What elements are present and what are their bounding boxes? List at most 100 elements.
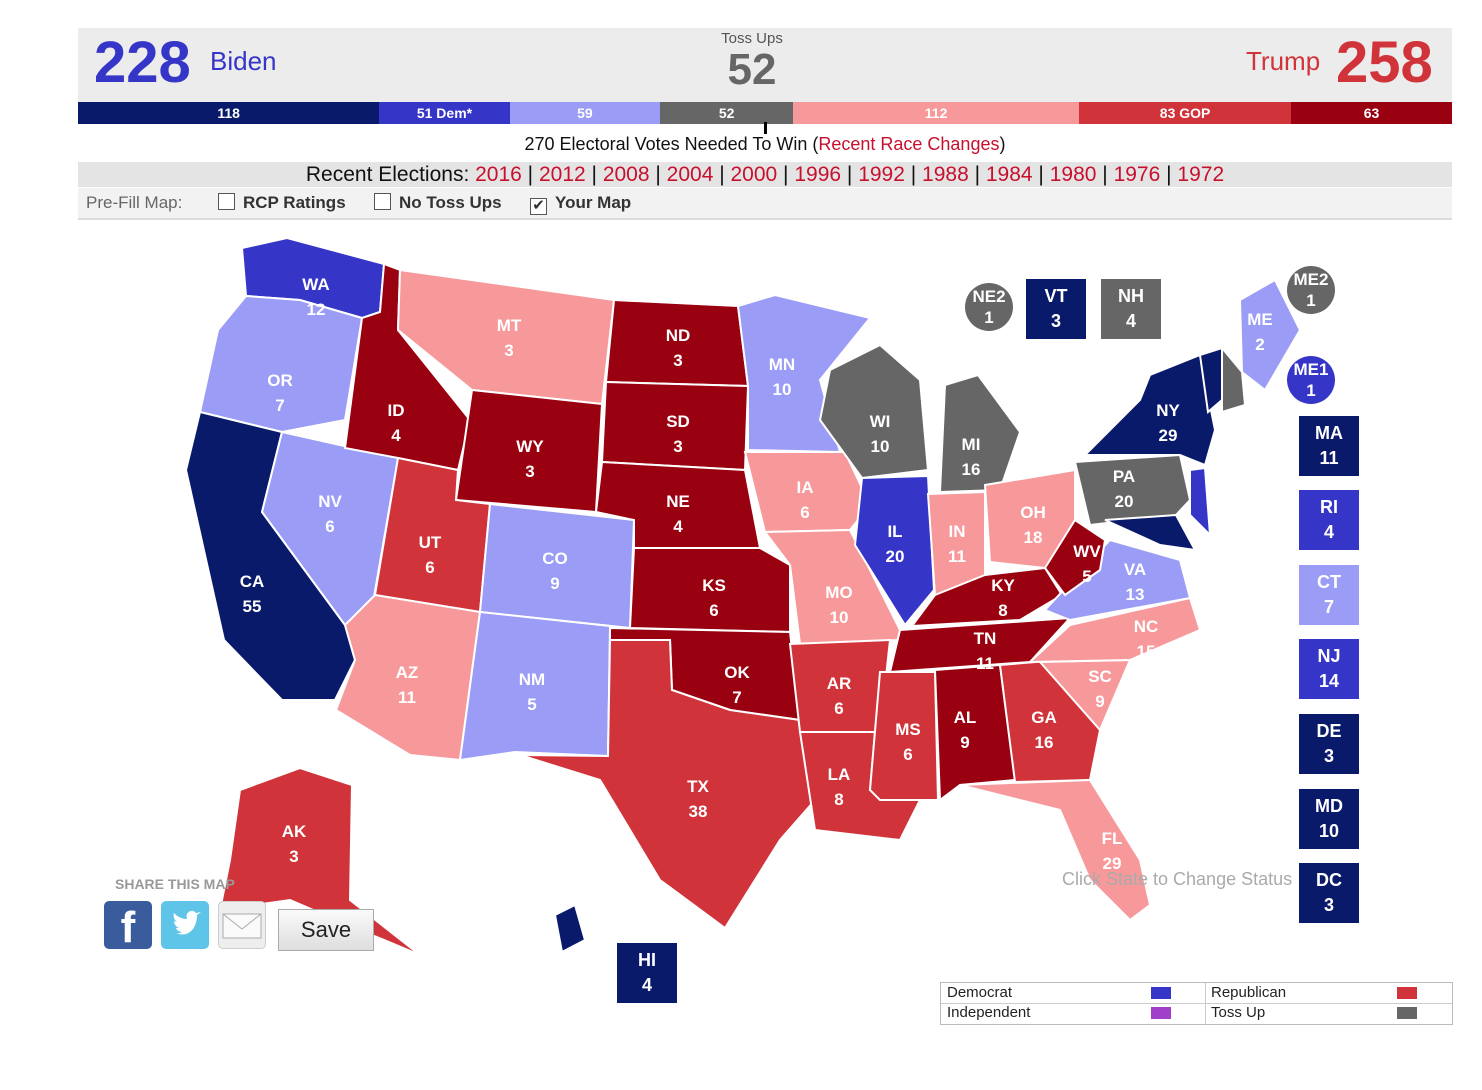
label-ca-abbr: CA bbox=[240, 572, 265, 591]
election-year-link[interactable]: 2012 bbox=[538, 163, 586, 186]
box-vt[interactable]: VT 3 bbox=[1026, 279, 1086, 339]
election-year-link[interactable]: 1992 bbox=[858, 163, 905, 186]
state-wv[interactable] bbox=[1043, 518, 1107, 597]
state-ak[interactable] bbox=[218, 766, 421, 956]
label-al-abbr: AL bbox=[954, 708, 977, 727]
your-map-checkbox[interactable]: ✔ bbox=[530, 198, 547, 215]
state-md[interactable] bbox=[1104, 513, 1197, 552]
prefill-option-your-map[interactable]: ✔ Your Map bbox=[530, 188, 631, 218]
label-al-ev: 9 bbox=[960, 733, 969, 752]
recent-race-changes-link[interactable]: Recent Race Changes bbox=[818, 134, 1000, 154]
bar-segment: 59 bbox=[509, 102, 661, 124]
state-wi[interactable] bbox=[818, 343, 930, 480]
prefill-option-rcp[interactable]: RCP Ratings bbox=[218, 188, 346, 218]
label-sc-ev: 9 bbox=[1095, 692, 1104, 711]
label-wy-ev: 3 bbox=[525, 462, 534, 481]
state-pa[interactable] bbox=[1073, 453, 1192, 527]
email-icon[interactable] bbox=[218, 901, 266, 949]
prefill-option-no-tossups[interactable]: No Toss Ups bbox=[374, 188, 502, 218]
vt-abbr: VT bbox=[1044, 286, 1068, 306]
election-year-link[interactable]: 2004 bbox=[666, 163, 714, 186]
label-ky-abbr: KY bbox=[991, 576, 1015, 595]
save-button[interactable]: Save bbox=[278, 909, 374, 951]
box-me2[interactable]: ME2 1 bbox=[1287, 266, 1335, 314]
state-ms[interactable] bbox=[868, 671, 940, 801]
click-state-hint: Click State to Change Status bbox=[1062, 869, 1293, 889]
dc-ev: 3 bbox=[1323, 895, 1334, 915]
state-fl[interactable] bbox=[959, 778, 1152, 922]
year-separator: | bbox=[1160, 163, 1178, 186]
label-va-ev: 13 bbox=[1126, 585, 1145, 604]
box-md[interactable]: MD 10 bbox=[1299, 789, 1359, 849]
box-dc[interactable]: DC 3 bbox=[1299, 863, 1359, 923]
label-ar-abbr: AR bbox=[827, 674, 852, 693]
label-mi-abbr: MI bbox=[962, 435, 981, 454]
election-year-link[interactable]: 1972 bbox=[1177, 163, 1225, 186]
legend-divider-h bbox=[941, 1003, 1452, 1004]
label-va-abbr: VA bbox=[1124, 560, 1146, 579]
bar-segment: 118 bbox=[78, 102, 380, 124]
biden-total: 228 bbox=[94, 30, 191, 95]
label-sc-abbr: SC bbox=[1088, 667, 1112, 686]
box-ne2[interactable]: NE2 1 bbox=[965, 283, 1013, 331]
label-in-ev: 11 bbox=[948, 547, 966, 566]
election-year-link[interactable]: 1988 bbox=[922, 163, 969, 186]
election-year-link[interactable]: 1984 bbox=[985, 163, 1033, 186]
box-de[interactable]: DE 3 bbox=[1299, 714, 1359, 774]
label-tx-abbr: TX bbox=[687, 777, 709, 796]
no-tossups-checkbox[interactable] bbox=[374, 193, 391, 210]
nj-ev: 14 bbox=[1318, 671, 1340, 691]
election-year-link[interactable]: 2000 bbox=[730, 163, 778, 186]
label-ms-abbr: MS bbox=[895, 720, 921, 739]
label-ks-abbr: KS bbox=[702, 576, 726, 595]
box-ma[interactable]: MA 11 bbox=[1299, 416, 1359, 476]
label-ak-abbr: AK bbox=[282, 822, 307, 841]
state-tx[interactable] bbox=[519, 639, 817, 930]
facebook-icon[interactable]: f bbox=[104, 901, 152, 952]
ne2-ev: 1 bbox=[984, 308, 994, 327]
year-separator: | bbox=[904, 163, 923, 186]
legend: Democrat Republican Independent Toss Up bbox=[940, 982, 1453, 1025]
state-nc[interactable] bbox=[1027, 596, 1202, 664]
nj-abbr: NJ bbox=[1317, 646, 1341, 666]
year-separator: | bbox=[1096, 163, 1114, 186]
label-mt-abbr: MT bbox=[497, 316, 522, 335]
state-ny[interactable] bbox=[1082, 353, 1217, 467]
box-nh[interactable]: NH 4 bbox=[1101, 279, 1161, 339]
box-ct[interactable]: CT 7 bbox=[1299, 565, 1359, 625]
label-az-ev: 11 bbox=[398, 688, 416, 707]
votes-needed-text: 270 Electoral Votes Needed To Win (Recen… bbox=[78, 132, 1452, 156]
state-nh[interactable] bbox=[1221, 345, 1247, 414]
label-me-ev: 2 bbox=[1255, 335, 1264, 354]
state-me[interactable] bbox=[1238, 278, 1302, 392]
election-year-link[interactable]: 1996 bbox=[794, 163, 842, 186]
state-hi[interactable] bbox=[553, 903, 587, 954]
ma-abbr: MA bbox=[1315, 423, 1343, 443]
election-year-link[interactable]: 1976 bbox=[1113, 163, 1161, 186]
state-ks[interactable] bbox=[628, 547, 791, 634]
election-year-link[interactable]: 2008 bbox=[602, 163, 650, 186]
label-tn-ev: 11 bbox=[976, 654, 994, 673]
label-ga-ev: 16 bbox=[1035, 733, 1054, 752]
state-mi[interactable] bbox=[938, 373, 1022, 494]
box-nj[interactable]: NJ 14 bbox=[1299, 639, 1359, 699]
label-ne-abbr: NE bbox=[666, 492, 690, 511]
label-or-ev: 7 bbox=[275, 396, 284, 415]
election-year-link[interactable]: 2016 bbox=[475, 163, 522, 186]
state-nj[interactable] bbox=[1189, 466, 1212, 538]
de-ev: 3 bbox=[1323, 746, 1334, 766]
twitter-icon[interactable] bbox=[161, 901, 209, 949]
legend-tossup-swatch bbox=[1397, 1007, 1417, 1019]
state-il[interactable] bbox=[853, 474, 936, 627]
state-al[interactable] bbox=[933, 663, 1017, 802]
label-ia-ev: 6 bbox=[800, 503, 809, 522]
rcp-checkbox[interactable] bbox=[218, 193, 235, 210]
box-me1[interactable]: ME1 1 bbox=[1287, 356, 1335, 404]
label-ne-ev: 4 bbox=[673, 517, 683, 536]
election-year-link[interactable]: 1980 bbox=[1049, 163, 1097, 186]
state-or[interactable] bbox=[198, 294, 364, 434]
ri-ev: 4 bbox=[1323, 522, 1334, 542]
box-hi[interactable]: HI 4 bbox=[617, 943, 677, 1003]
box-ri[interactable]: RI 4 bbox=[1299, 490, 1359, 550]
state-nm[interactable] bbox=[458, 610, 612, 762]
